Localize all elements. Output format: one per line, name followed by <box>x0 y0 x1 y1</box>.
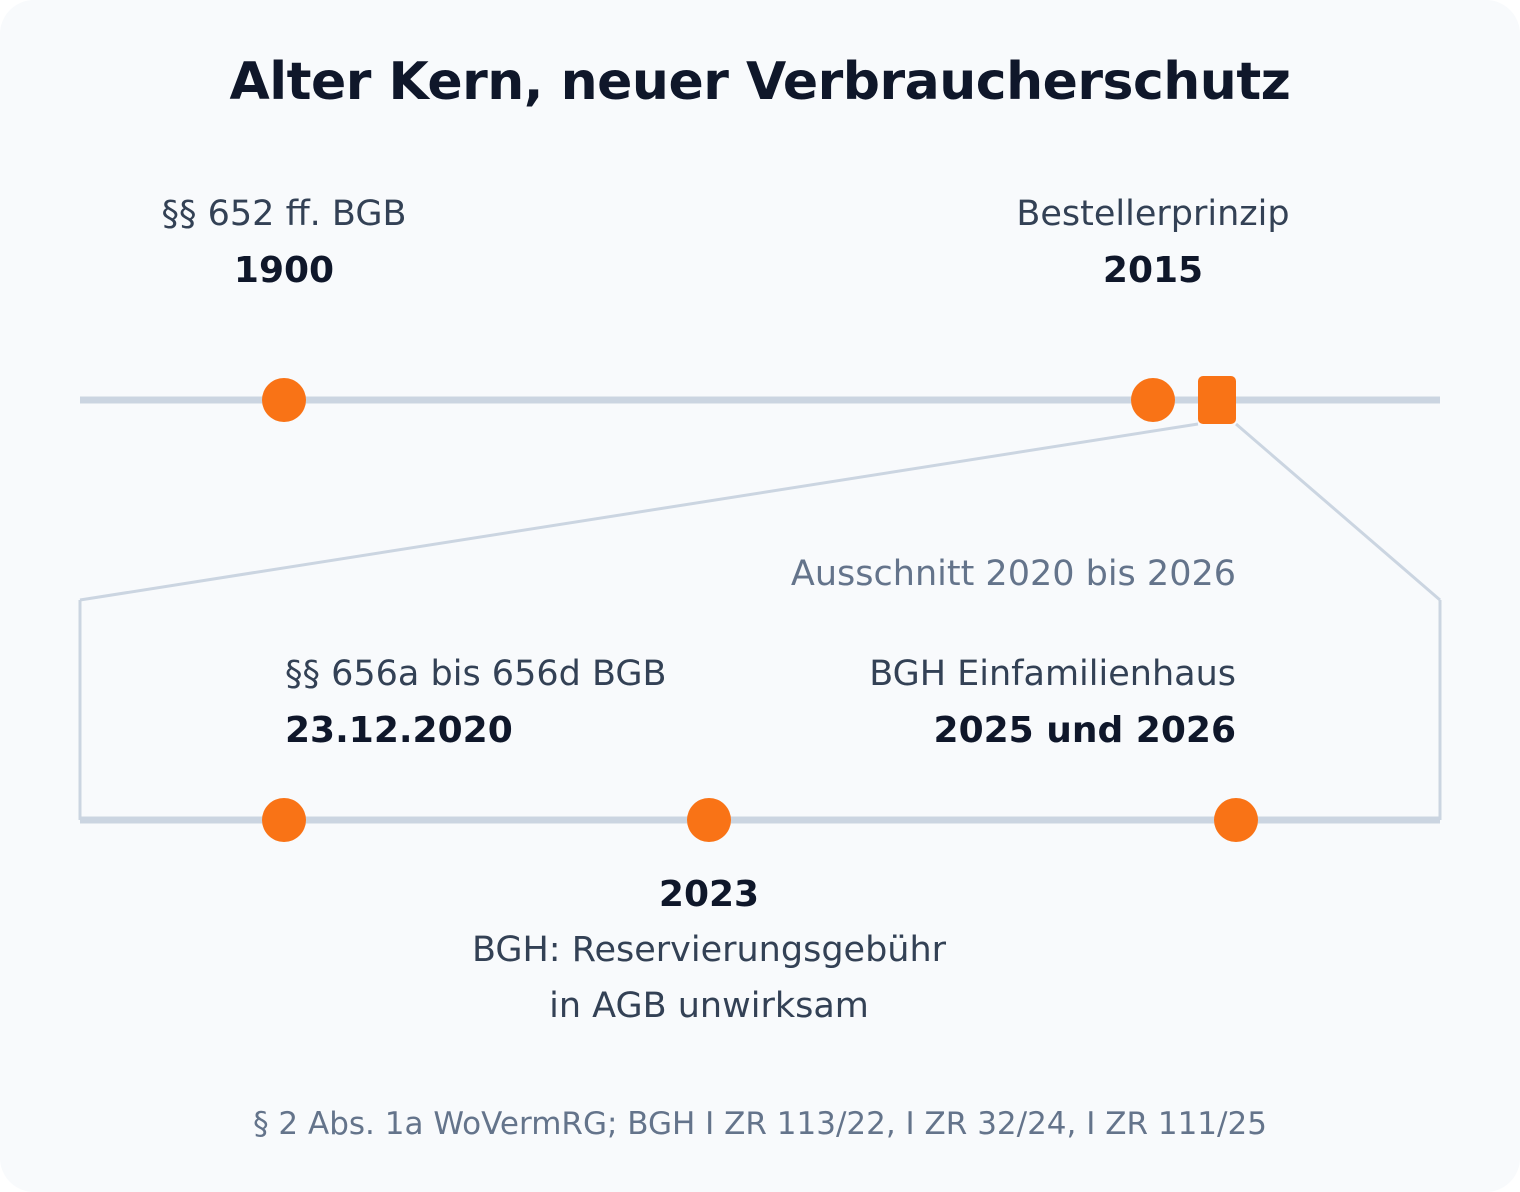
event-year-2020: 23.12.2020 <box>285 710 513 751</box>
zoom-connector-left <box>79 422 1199 602</box>
zoom-connector-right <box>1235 422 1441 602</box>
zoom-range-marker <box>1198 376 1236 424</box>
event-marker-2020 <box>262 798 306 842</box>
event-marker-2025 <box>1214 798 1258 842</box>
event-label-2015: Bestellerprinzip <box>1016 194 1290 234</box>
zoom-caption: Ausschnitt 2020 bis 2026 <box>790 554 1236 594</box>
event-label-1900: §§ 652 ff. BGB <box>161 194 407 234</box>
diagram-title: Alter Kern, neuer Verbraucherschutz <box>229 52 1291 112</box>
event-year-1900: 1900 <box>233 250 335 291</box>
event-year-2015: 2015 <box>1102 250 1204 291</box>
event-label-2023-line2: in AGB unwirksam <box>549 986 869 1026</box>
event-year-2023: 2023 <box>658 874 760 915</box>
source-note: § 2 Abs. 1a WoVermRG; BGH I ZR 113/22, I… <box>253 1106 1267 1142</box>
event-label-2020: §§ 656a bis 656d BGB <box>285 654 667 694</box>
event-label-2023-line1: BGH: Reservierungsgebühr <box>471 930 947 970</box>
event-year-2025: 2025 und 2026 <box>933 710 1236 751</box>
event-marker-2023 <box>687 798 731 842</box>
event-label-2025: BGH Einfamilienhaus <box>869 654 1236 694</box>
event-marker-1900 <box>262 378 306 422</box>
event-marker-2015 <box>1131 378 1175 422</box>
